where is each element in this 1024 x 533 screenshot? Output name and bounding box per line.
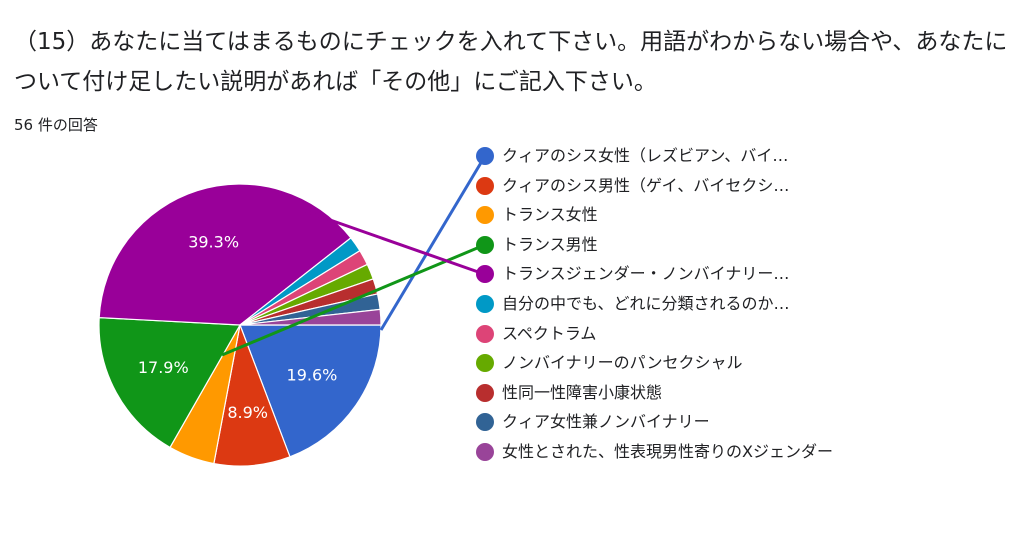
- legend-label: 自分の中でも、どれに分類されるのか…: [502, 293, 790, 313]
- chart-legend: クィアのシス女性（レズビアン、バイ… クィアのシス男性（ゲイ、バイセクシ… トランス…: [476, 146, 856, 472]
- legend-label: トランスジェンダー・ノンバイナリー…: [502, 264, 790, 284]
- legend-swatch: [476, 413, 494, 432]
- legend-swatch: [476, 383, 494, 402]
- response-count: 56 件の回答: [14, 116, 98, 134]
- legend-item-9: 性同一性障害小康状態: [476, 383, 856, 403]
- slice-percent-label: 39.3%: [188, 233, 239, 252]
- legend-label: 性同一性障害小康状態: [502, 382, 663, 402]
- slice-percent-label: 8.9%: [227, 403, 268, 422]
- legend-swatch: [476, 354, 494, 373]
- legend-label: 女性とされた、性表現男性寄りのXジェンダー: [502, 441, 833, 461]
- legend-item-1: クィアのシス女性（レズビアン、バイ…: [476, 146, 856, 166]
- legend-item-3: トランス女性: [476, 205, 856, 225]
- question-title: （15）あなたに当てはまるものにチェックを入れて下さい。用語がわからない場合や、…: [14, 29, 1008, 95]
- legend-swatch: [476, 206, 494, 225]
- slice-labels: 19.6% 8.9% 17.9% 39.3%: [138, 233, 338, 422]
- legend-item-2: クィアのシス男性（ゲイ、バイセクシ…: [476, 176, 856, 196]
- legend-item-5: トランスジェンダー・ノンバイナリー…: [476, 264, 856, 284]
- slice-percent-label: 17.9%: [138, 358, 189, 377]
- legend-label: クィア女性兼ノンバイナリー: [502, 412, 710, 432]
- legend-label: トランス男性: [502, 234, 598, 254]
- legend-item-11: 女性とされた、性表現男性寄りのXジェンダー: [476, 442, 856, 462]
- legend-swatch: [476, 442, 494, 461]
- leader-line-4: [221, 243, 486, 357]
- legend-swatch: [476, 176, 494, 195]
- leader-line-1: [379, 155, 487, 331]
- pie-slice-5: [98, 183, 352, 326]
- legend-swatch: [476, 265, 494, 284]
- pie-slice-4: [98, 316, 242, 449]
- legend-label: クィアのシス女性（レズビアン、バイ…: [502, 146, 789, 165]
- legend-item-4: トランス男性: [476, 235, 856, 255]
- legend-label: ノンバイナリーのパンセクシャル: [502, 353, 743, 373]
- slice-percent-label: 19.6%: [287, 366, 338, 385]
- legend-label: トランス女性: [502, 205, 598, 225]
- legend-swatch: [476, 235, 494, 254]
- legend-swatch: [476, 324, 494, 343]
- pie-slice-1: [239, 324, 382, 458]
- legend-item-7: スペクトラム: [476, 324, 856, 344]
- legend-label: クィアのシス男性（ゲイ、バイセクシ…: [502, 175, 790, 195]
- legend-item-6: 自分の中でも、どれに分類されるのか…: [476, 294, 856, 314]
- leader-line-5: [304, 209, 486, 276]
- legend-label: スペクトラム: [502, 323, 597, 343]
- legend-swatch: [476, 147, 494, 165]
- legend-item-10: クィア女性兼ノンバイナリー: [476, 412, 856, 432]
- legend-item-8: ノンバイナリーのパンセクシャル: [476, 353, 856, 373]
- leader-lines: [221, 155, 487, 357]
- pie-slices: [98, 183, 382, 467]
- legend-swatch: [476, 294, 494, 313]
